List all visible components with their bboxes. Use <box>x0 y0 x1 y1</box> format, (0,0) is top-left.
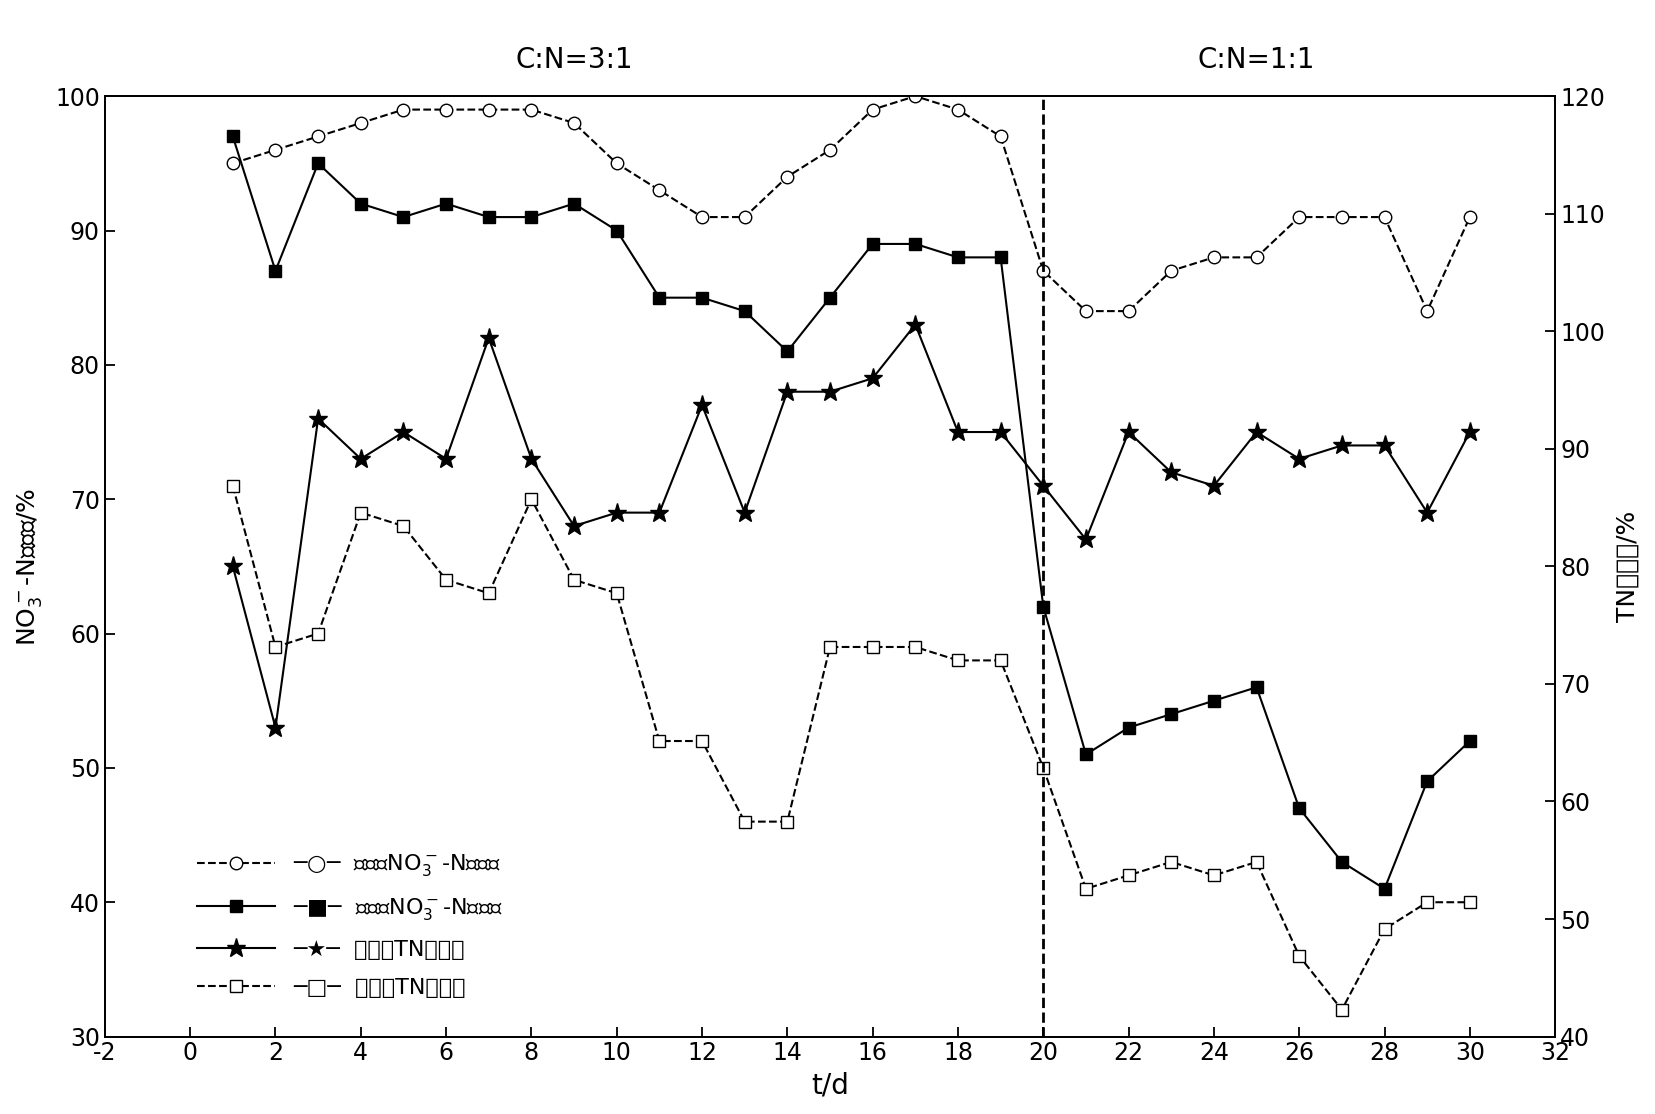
Y-axis label: NO$_3^-$-N去除率/%: NO$_3^-$-N去除率/% <box>15 487 45 645</box>
X-axis label: t/d: t/d <box>811 1071 849 1100</box>
Text: C:N=3:1: C:N=3:1 <box>515 46 632 74</box>
Text: C:N=1:1: C:N=1:1 <box>1198 46 1316 74</box>
Y-axis label: TN去除率/%: TN去除率/% <box>1615 510 1640 622</box>
Legend: ─○─  强化型NO$_3^-$-N去除率, ─■─  常规型NO$_3^-$-N去除率, ─★─  强化型TN去除率, ─□─  常规型TN去除率: ─○─ 强化型NO$_3^-$-N去除率, ─■─ 常规型NO$_3^-$-N去… <box>189 843 511 1007</box>
